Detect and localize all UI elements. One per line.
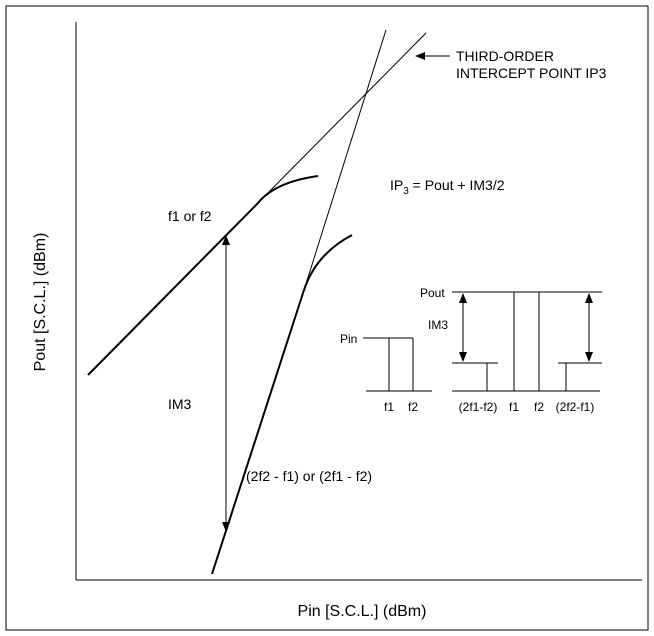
output-level-label: Pout (420, 286, 445, 300)
intermod-label: (2f2 - f1) or (2f1 - f2) (246, 468, 372, 484)
fundamental-extrapolation (257, 32, 427, 204)
im3-label: IM3 (168, 396, 192, 412)
input-level-label: Pin (340, 332, 357, 346)
fundamental-compression (257, 175, 319, 204)
ip3-label-line1: THIRD-ORDER (456, 48, 554, 64)
y-axis-label: Pout [S.C.L.] (dBm) (32, 233, 49, 372)
x-axis-label: Pin [S.C.L.] (dBm) (298, 603, 427, 620)
output-spectrum-inset (452, 291, 602, 392)
im3-extrapolation (303, 29, 387, 291)
fundamental-curve (87, 202, 259, 376)
input-tone-label-f1: f1 (384, 400, 394, 414)
ip3-label-line2: INTERCEPT POINT IP3 (456, 65, 607, 81)
formula-subscript: 3 (403, 186, 409, 197)
formula-rest: = Pout + IM3/2 (409, 177, 505, 193)
ip3-formula: IP3 = Pout + IM3/2 (390, 177, 505, 197)
figure-frame (5, 5, 649, 631)
input-tone-label-f2: f2 (408, 400, 418, 414)
output-im3-label: IM3 (428, 318, 448, 332)
output-tone-label-f2: f2 (534, 400, 544, 414)
im3-compression (303, 234, 353, 291)
formula-prefix: IP (390, 177, 403, 193)
input-spectrum-inset (363, 337, 432, 392)
output-tone-label-2f1-f2: (2f1-f2) (459, 400, 498, 414)
output-tone-label-f1: f1 (509, 400, 519, 414)
fundamental-label: f1 or f2 (168, 208, 212, 224)
output-tone-label-2f2-f1: (2f2-f1) (556, 400, 595, 414)
